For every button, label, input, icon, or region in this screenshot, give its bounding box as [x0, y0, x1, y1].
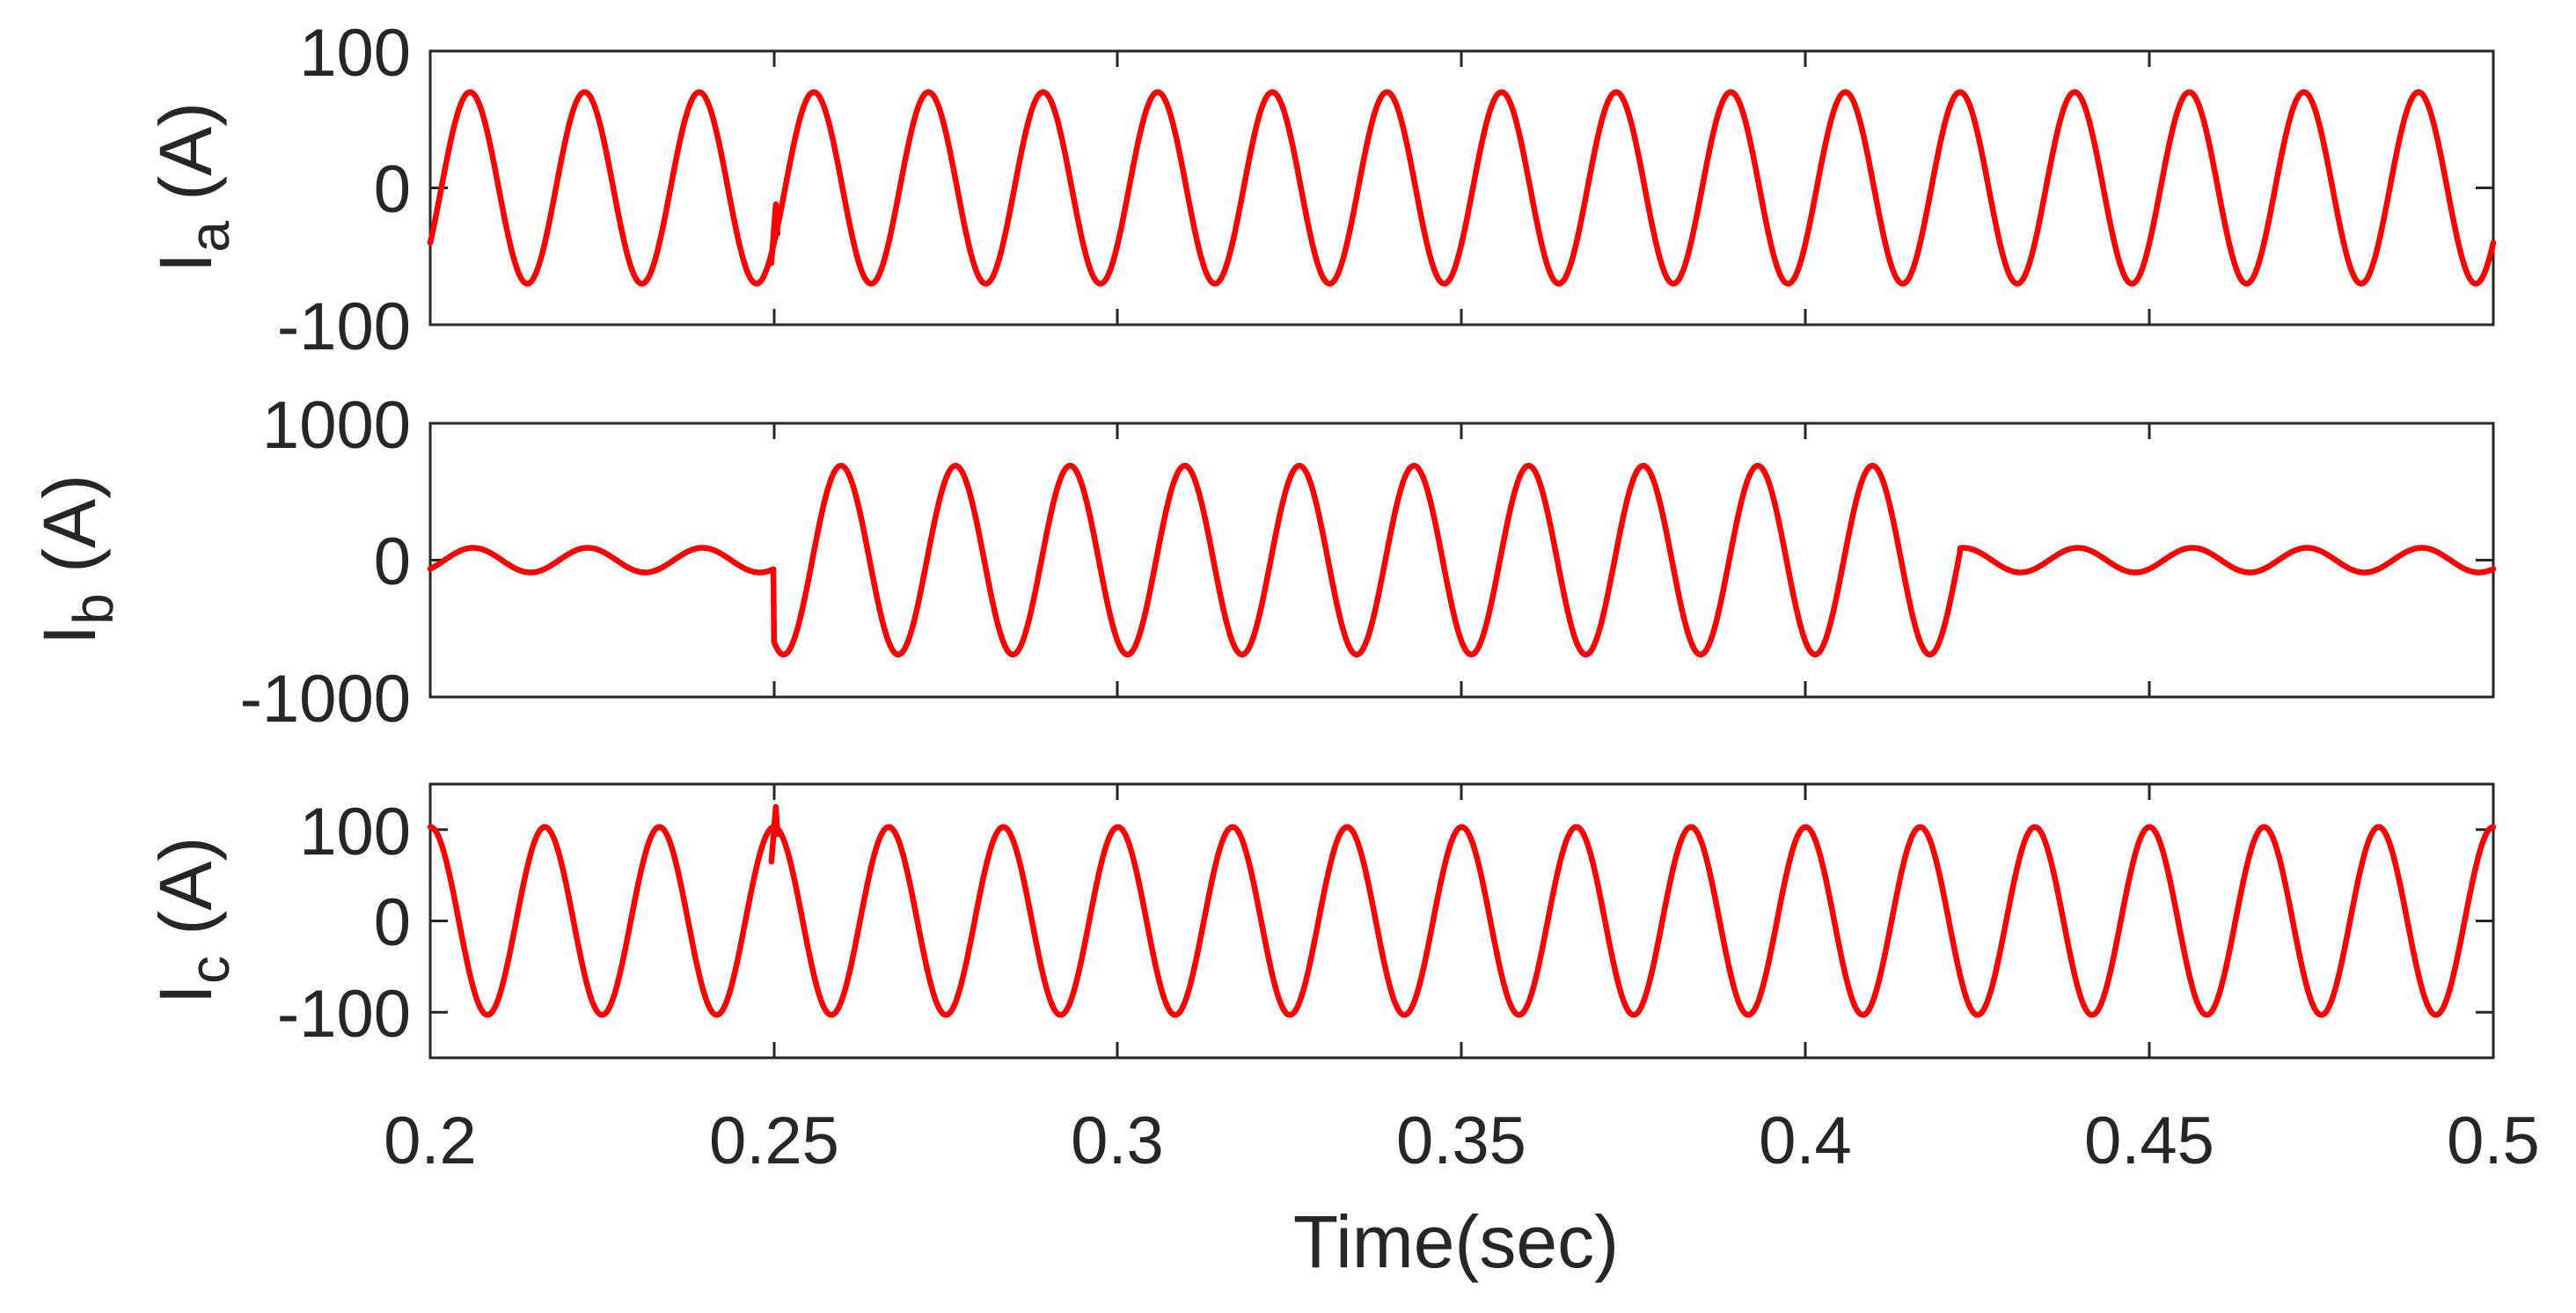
y-label-unit-ib: (A): [28, 474, 111, 593]
y-tick-label-ia-100: 100: [299, 16, 411, 91]
y-axis-label-ia: Ia (A): [144, 102, 241, 273]
y-tick-label-ia-0: 0: [374, 152, 411, 227]
subplot-ic: 100 0 -100 Ic (A): [144, 782, 2497, 1060]
y-label-sub-ia: a: [178, 221, 241, 253]
x-tick-label-1: 0.2: [384, 1104, 477, 1178]
y-axis-label-ic: Ic (A): [144, 837, 241, 1005]
y-label-main-ic: I: [144, 984, 227, 1004]
x-tick-label-4: 0.35: [1396, 1104, 1526, 1178]
x-tick-label-5: 0.4: [1759, 1104, 1852, 1178]
y-label-unit-ic: (A): [144, 837, 227, 956]
y-label-main-ia: I: [144, 253, 227, 273]
x-tick-label-2: 0.25: [709, 1104, 839, 1178]
y-ticks-ib: [430, 422, 2493, 699]
y-axis-label-ib: Ib (A): [28, 474, 125, 645]
plot-frame-ib: [428, 422, 2495, 699]
x-tick-labels: 0.2 0.25 0.3 0.35 0.4 0.45 0.5: [384, 1104, 2540, 1178]
y-tick-label-ia-minus100: -100: [277, 290, 411, 364]
y-ticks-ic: [430, 828, 2493, 1014]
series-line-ic: [427, 824, 2497, 1018]
series-line-ia: [427, 89, 2497, 287]
y-label-sub-ic: c: [178, 956, 241, 984]
y-tick-label-ib-minus1000: -1000: [240, 662, 411, 737]
y-label-main-ib: I: [28, 625, 111, 645]
x-tick-label-3: 0.3: [1071, 1104, 1164, 1178]
x-tick-label-6: 0.45: [2084, 1104, 2214, 1178]
transient-spike-ic: [768, 803, 781, 865]
x-ticks-ia: [428, 51, 2495, 325]
y-label-unit-ia: (A): [144, 102, 227, 221]
subplot-ib: 1000 0 -1000 Ib (A): [28, 388, 2497, 737]
y-tick-label-ic-0: 0: [374, 885, 411, 960]
y-tick-label-ic-100: 100: [299, 795, 411, 869]
transient-spike-ia: [768, 201, 781, 267]
x-ticks-ib: [428, 423, 2495, 697]
series-line-ib: [427, 462, 2497, 658]
y-ticks-ia: [430, 49, 2493, 326]
y-tick-label-ib-0: 0: [374, 524, 411, 599]
x-ticks-ic: [428, 784, 2495, 1058]
y-label-sub-ib: b: [62, 593, 125, 625]
y-tick-label-ic-minus100: -100: [277, 977, 411, 1052]
subplot-ia: 100 0 -100 Ia (A): [144, 16, 2497, 364]
y-tick-label-ib-1000: 1000: [262, 388, 411, 463]
x-axis-label: Time(sec): [1293, 1200, 1619, 1283]
x-tick-label-7: 0.5: [2447, 1104, 2540, 1178]
